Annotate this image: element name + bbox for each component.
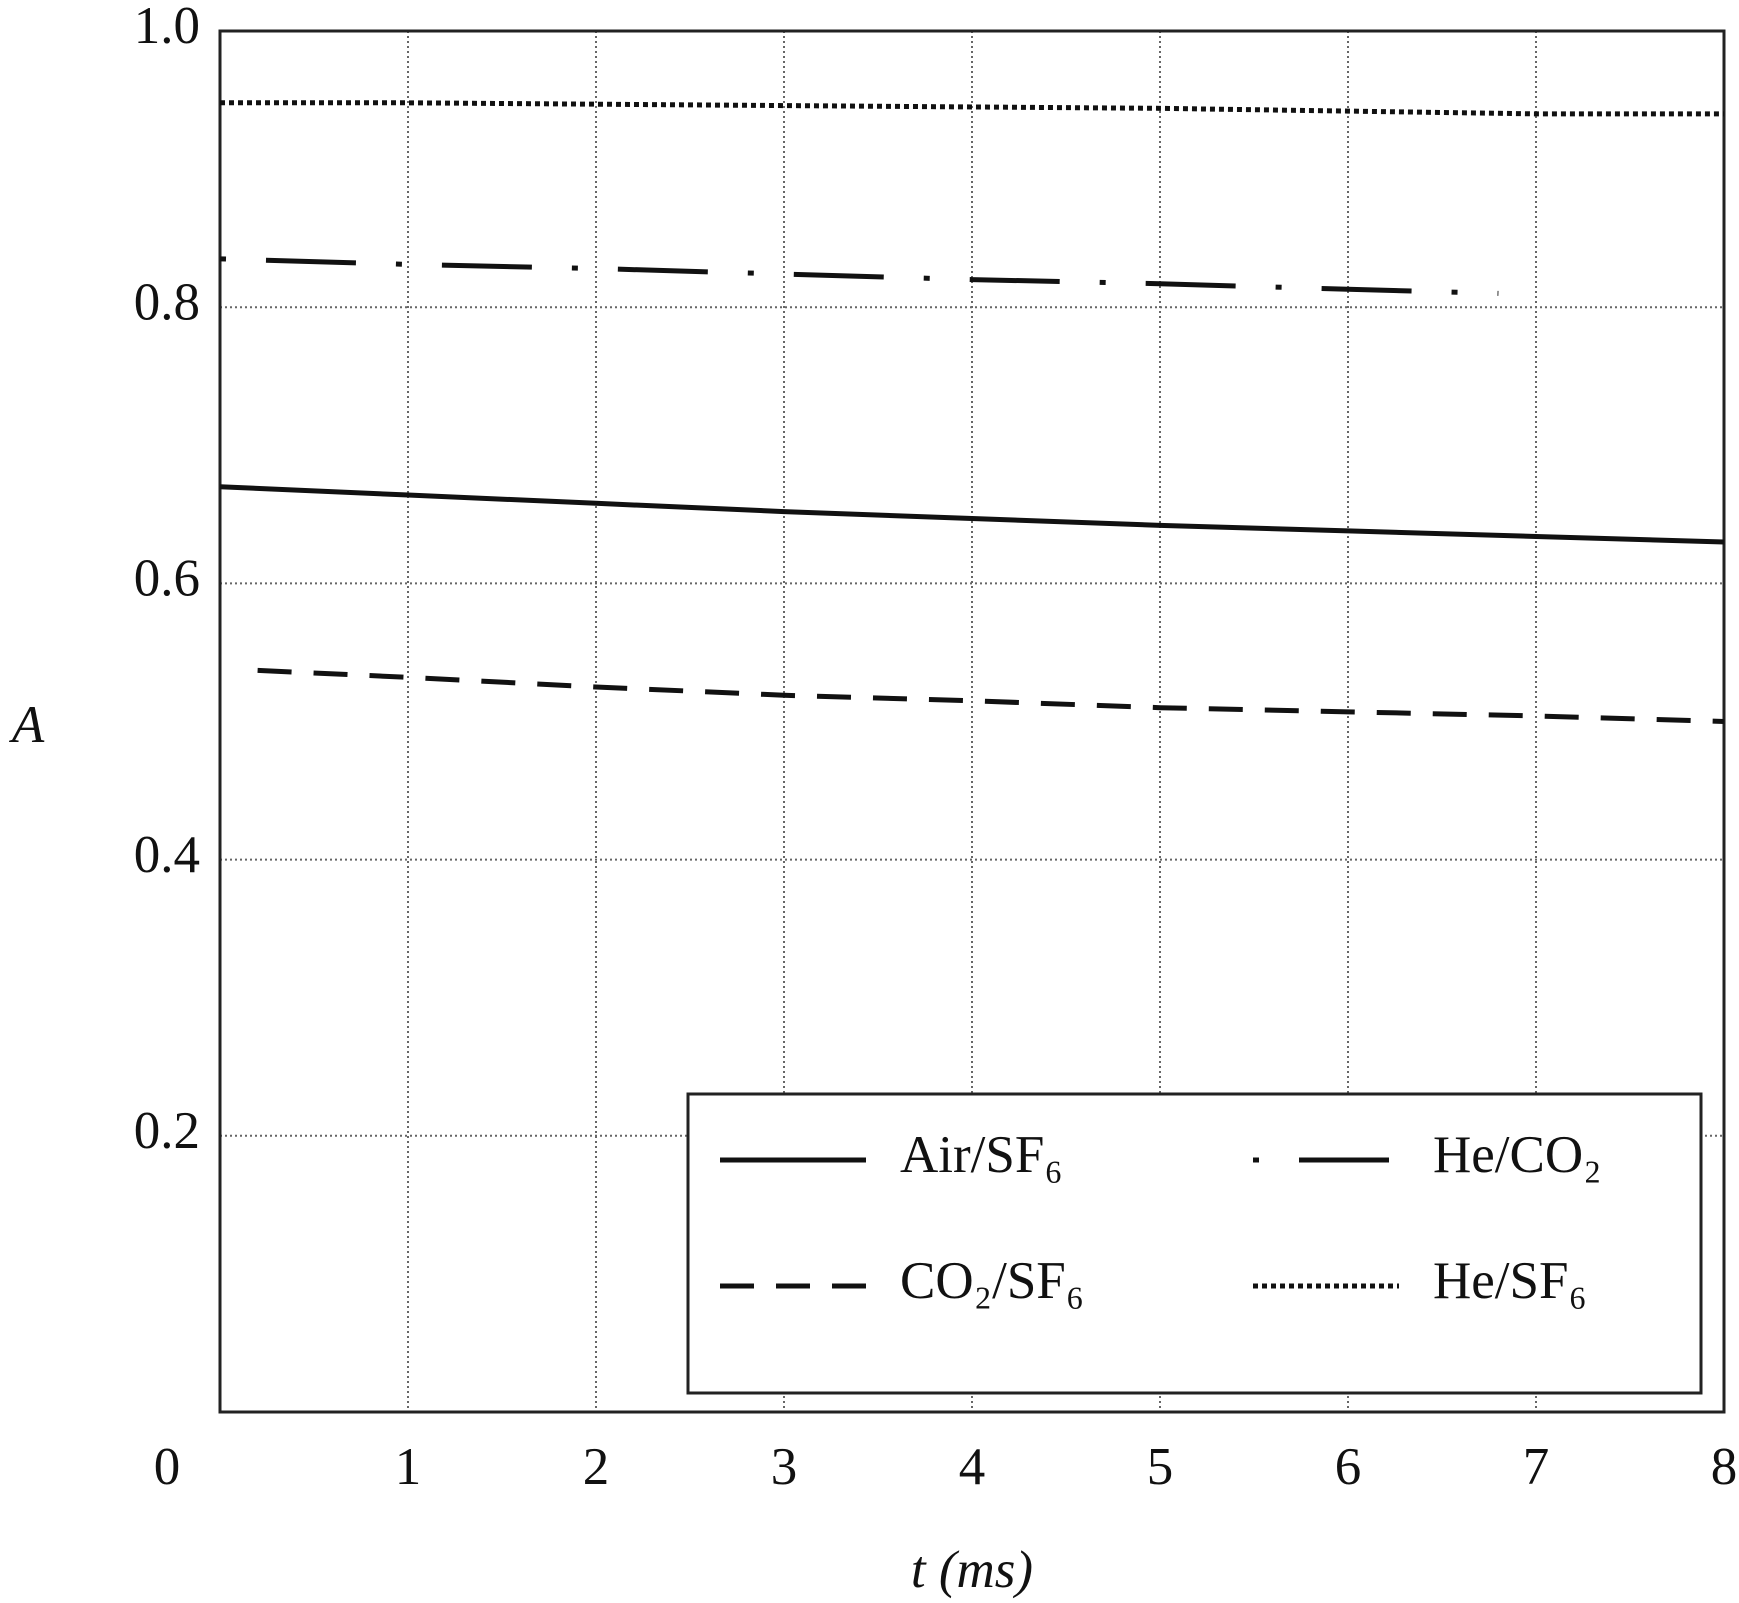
y-tick-label: 1.0: [134, 0, 200, 55]
legend-label: CO₂/SF₆: [900, 1252, 1084, 1310]
legend-label: He/SF₆: [1433, 1252, 1587, 1310]
y-axis-label: A: [9, 696, 45, 754]
y-tick-label: 0.6: [134, 550, 200, 608]
x-axis-label: t (ms): [911, 1541, 1033, 1599]
x-tick-label: 1: [395, 1438, 422, 1496]
y-tick-label: 0.4: [134, 826, 200, 884]
line: [257, 667, 1725, 724]
x-tick-label: 4: [959, 1438, 986, 1496]
x-tick-label: 5: [1147, 1438, 1174, 1496]
x-tick-label: 0: [154, 1438, 181, 1496]
x-tick-label: 7: [1523, 1438, 1550, 1496]
legend-label: He/CO₂: [1433, 1126, 1602, 1184]
y-tick-label: 0.2: [134, 1102, 200, 1160]
legend-box: [686, 1092, 1703, 1395]
line: [219, 484, 1725, 545]
line: [220, 100, 1724, 117]
x-tick-label: 6: [1335, 1438, 1362, 1496]
y-tick-label: 0.8: [134, 273, 200, 331]
x-tick-label: 3: [771, 1438, 798, 1496]
legend-label: Air/SF₆: [900, 1126, 1063, 1184]
line: [219, 256, 1499, 296]
x-tick-label: 8: [1711, 1438, 1738, 1496]
x-tick-label: 2: [583, 1438, 610, 1496]
